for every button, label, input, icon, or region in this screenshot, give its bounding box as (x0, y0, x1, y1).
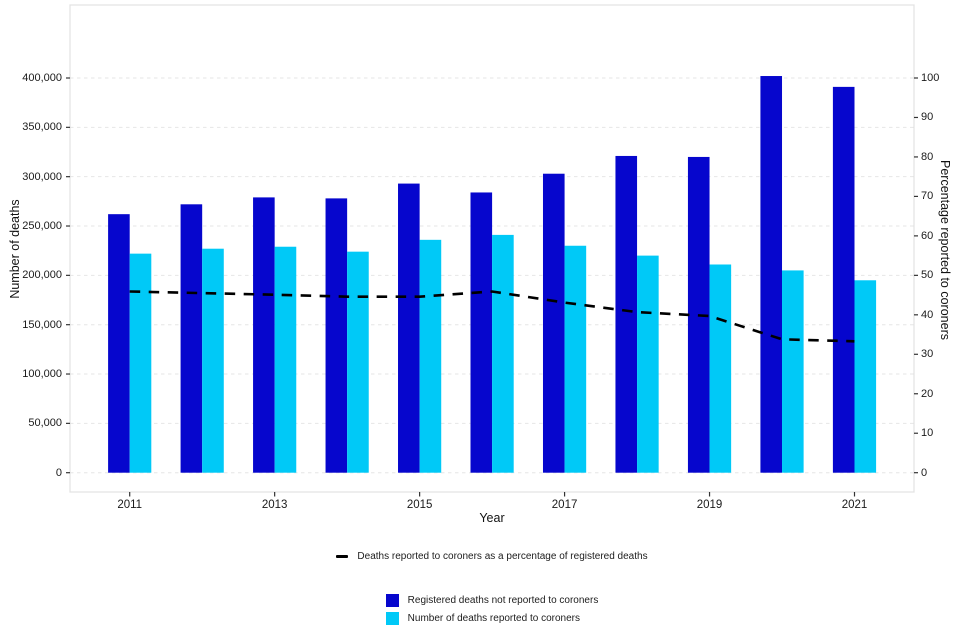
bar-reported-to-coroners-2013 (274, 246, 297, 473)
bar-registered-not-reported-2012 (180, 204, 203, 473)
legend-registered-label: Registered deaths not reported to corone… (407, 595, 599, 606)
bar-registered-not-reported-2017 (542, 173, 565, 473)
bar-registered-not-reported-2018 (615, 155, 638, 473)
bar-registered-not-reported-2011 (108, 214, 130, 473)
legend-row-registered: Registered deaths not reported to corone… (385, 594, 599, 607)
bar-registered-not-reported-2013 (253, 197, 275, 473)
panel-border (69, 4, 915, 493)
bar-registered-not-reported-2015 (398, 183, 420, 473)
bar-reported-to-coroners-2015 (419, 239, 442, 473)
dashed-line-key-icon (336, 554, 349, 559)
bar-registered-not-reported-2014 (325, 198, 348, 473)
bar-reported-to-coroners-2012 (202, 248, 224, 473)
bar-registered-not-reported-2016 (470, 192, 493, 473)
bar-reported-to-coroners-2016 (492, 234, 514, 473)
bar-registered-not-reported-2020 (760, 76, 783, 473)
percentage-line (129, 290, 855, 343)
bar-registered-not-reported-2021 (832, 86, 855, 473)
bar-reported-to-coroners-2021 (854, 280, 877, 473)
bar-reported-to-coroners-2017 (564, 245, 587, 473)
legend-reported-label: Number of deaths reported to coroners (407, 613, 580, 624)
bar-reported-to-coroners-2020 (782, 270, 804, 473)
legend-line-item: Deaths reported to coroners as a percent… (70, 551, 914, 562)
bar-reported-to-coroners-2018 (637, 255, 659, 473)
x-axis-title: Year (479, 511, 505, 525)
registered-deaths-swatch-icon (385, 594, 399, 607)
reported-deaths-swatch-icon (385, 612, 399, 625)
legend-row-reported: Number of deaths reported to coroners (385, 612, 599, 625)
legend-bar-items: Registered deaths not reported to corone… (70, 594, 914, 625)
y-axis-title-left: Number of deaths (8, 199, 22, 299)
bar-reported-to-coroners-2011 (129, 253, 152, 473)
legend-line-label: Deaths reported to coroners as a percent… (357, 551, 648, 562)
bar-reported-to-coroners-2019 (709, 264, 732, 473)
y-axis-title-right: Percentage reported to coroners (938, 160, 952, 340)
bar-reported-to-coroners-2014 (347, 251, 369, 473)
